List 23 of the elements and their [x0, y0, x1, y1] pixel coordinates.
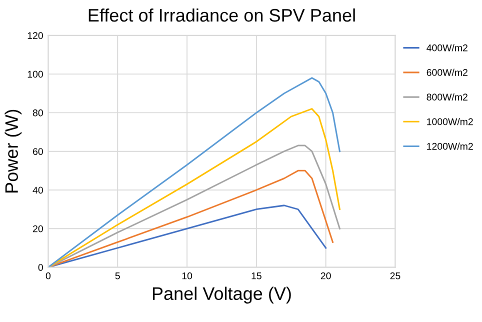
legend-label: 1200W/m2 [427, 142, 473, 150]
line-series [48, 108, 340, 268]
y-tick-label: 20 [33, 225, 43, 232]
legend-label: 800W/m2 [426, 93, 468, 101]
y-axis-title: Power (W) [4, 110, 22, 192]
legend-label: 1000W/m2 [427, 118, 473, 126]
x-tick-label: 0 [46, 272, 51, 280]
y-tick-label: 80 [32, 109, 43, 116]
y-tick-label: 60 [33, 148, 43, 155]
x-tick-label: 10 [182, 272, 192, 280]
legend-label: 400W/m2 [426, 44, 468, 52]
x-tick-label: 25 [390, 272, 400, 280]
line-series [48, 77, 340, 268]
x-tick-label: 5 [115, 272, 120, 280]
y-tick-label: 0 [38, 264, 43, 271]
chart-title: Effect of Irradiance on SPV Panel [88, 8, 355, 22]
legend-label: 600W/m2 [426, 68, 468, 76]
y-tick-label: 40 [32, 186, 43, 194]
y-tick-label: 100 [28, 70, 43, 78]
x-axis-title: Panel Voltage (V) [152, 286, 291, 304]
y-tick-label: 120 [28, 32, 43, 40]
x-tick-label: 15 [252, 272, 262, 280]
x-tick-label: 20 [320, 272, 331, 280]
